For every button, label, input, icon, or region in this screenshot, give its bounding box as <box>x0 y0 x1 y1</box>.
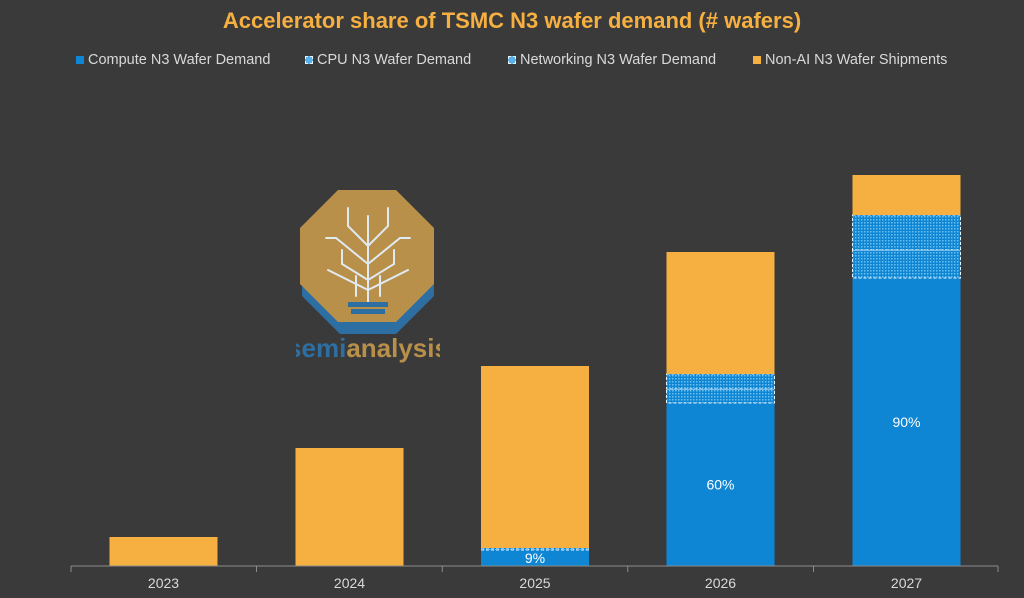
bar-non-ai-n3-wafer-shipments-2025 <box>481 366 589 548</box>
bar-non-ai-n3-wafer-shipments-2023 <box>109 537 218 566</box>
semianalysis-logo-icon: semianalysis <box>296 190 440 363</box>
data-label-2026: 60% <box>706 477 734 493</box>
legend-item-cpu: CPU N3 Wafer Demand <box>305 52 471 68</box>
bar-non-ai-n3-wafer-shipments-2027 <box>852 175 961 215</box>
bar-cpu-n3-wafer-demand-2026 <box>666 388 775 404</box>
chart-legend: Compute N3 Wafer Demand CPU N3 Wafer Dem… <box>0 52 1024 72</box>
x-tick-label-2026: 2026 <box>705 575 736 591</box>
chart-title: Accelerator share of TSMC N3 wafer deman… <box>222 8 802 33</box>
semianalysis-watermark: semianalysis <box>296 186 440 366</box>
legend-label-networking: Networking N3 Wafer Demand <box>520 52 717 68</box>
x-tick-label-2024: 2024 <box>334 575 365 591</box>
bar-compute-n3-wafer-demand-2025 <box>481 550 589 566</box>
data-label-2025: 9% <box>525 550 545 566</box>
watermark-text-semi: semi <box>296 333 346 363</box>
svg-text:semianalysis: semianalysis <box>296 333 440 363</box>
bar-networking-n3-wafer-demand-2027 <box>852 214 961 251</box>
legend-item-networking: Networking N3 Wafer Demand <box>508 52 716 68</box>
x-tick-label-2023: 2023 <box>148 575 179 591</box>
legend-swatch-nonai <box>753 56 761 64</box>
legend-swatch-compute <box>76 56 84 64</box>
bar-compute-n3-wafer-demand-2027 <box>852 278 961 566</box>
legend-label-cpu: CPU N3 Wafer Demand <box>317 52 472 68</box>
legend-swatch-networking <box>508 56 516 64</box>
bar-non-ai-n3-wafer-shipments-2024 <box>295 448 404 566</box>
legend-item-compute: Compute N3 Wafer Demand <box>76 52 270 68</box>
bar-networking-n3-wafer-demand-2026 <box>666 373 775 390</box>
legend-swatch-cpu <box>305 56 313 64</box>
bar-non-ai-n3-wafer-shipments-2026 <box>666 252 775 374</box>
legend-label-nonai: Non-AI N3 Wafer Shipments <box>765 52 948 68</box>
data-label-2027: 90% <box>892 414 920 430</box>
legend-label-compute: Compute N3 Wafer Demand <box>88 52 271 68</box>
x-tick-label-2025: 2025 <box>519 575 550 591</box>
bar-cpu-n3-wafer-demand-2027 <box>852 249 961 279</box>
bar-compute-n3-wafer-demand-2026 <box>666 403 775 566</box>
bar-cpu-n3-wafer-demand-2025 <box>480 547 590 551</box>
x-tick-label-2027: 2027 <box>891 575 922 591</box>
legend-item-nonai: Non-AI N3 Wafer Shipments <box>753 52 947 68</box>
watermark-text-analysis: analysis <box>346 333 440 363</box>
